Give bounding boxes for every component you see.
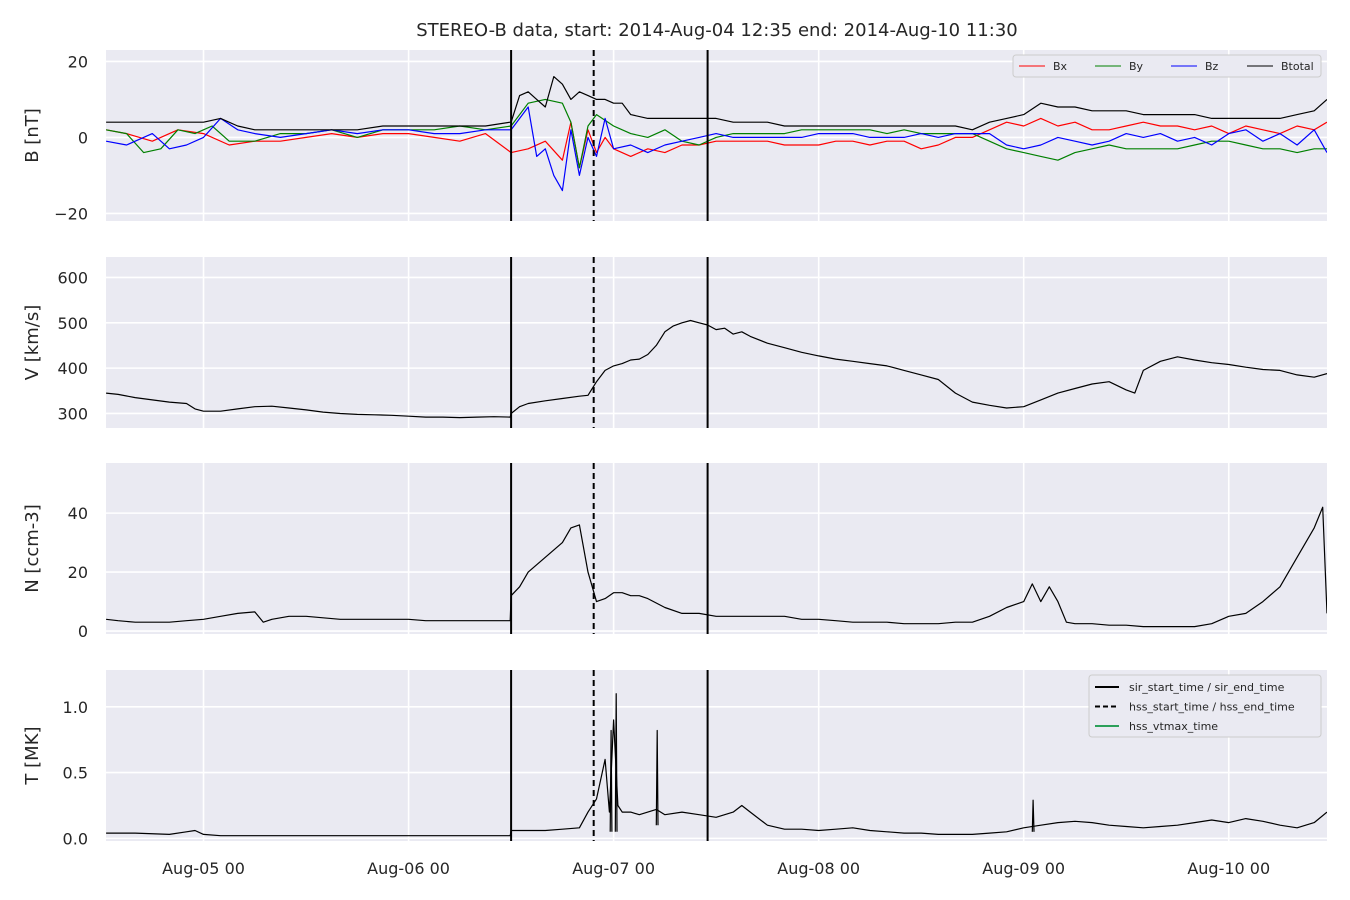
x-tick-label: Aug-09 00: [982, 859, 1065, 878]
panel-N: 0 20 40 N [ccm-3]: [22, 463, 1327, 641]
legend-t: sir_start_time / sir_end_time hss_start_t…: [1088, 674, 1322, 738]
panel-N-ytick-label: 20: [68, 563, 88, 582]
legend-b-frame: [1012, 54, 1322, 78]
legend-b-label-btotal: Btotal: [1281, 60, 1314, 73]
legend-t-label-0: sir_start_time / sir_end_time: [1129, 681, 1285, 694]
series-t-spike-3: [655, 729, 659, 826]
panel-V-ytick-label: 600: [57, 268, 88, 287]
panel-N-background: [106, 463, 1327, 634]
series-v: [106, 319, 1327, 419]
series-t-spike-1: [609, 729, 613, 832]
x-tick-label: Aug-08 00: [777, 859, 860, 878]
panel-T-ytick-label: 0.5: [63, 764, 88, 783]
legend-b: Bx By Bz Btotal: [1012, 54, 1322, 78]
x-tick-label: Aug-07 00: [572, 859, 655, 878]
panel-N-series-group: [106, 506, 1327, 628]
panel-B-ytick-label: −20: [54, 204, 88, 223]
panel-T-ytick-label: 0.0: [63, 829, 88, 848]
legend-t-label-1: hss_start_time / hss_end_time: [1129, 701, 1295, 714]
legend-b-label-by: By: [1129, 60, 1144, 73]
panel-B-ytick-label: 20: [68, 52, 88, 71]
panel-T-ytick-label: 1.0: [63, 698, 88, 717]
legend-b-label-bz: Bz: [1205, 60, 1219, 73]
panel-V: 300 400 500 600 V [km/s]: [22, 257, 1327, 428]
panel-V-background: [106, 257, 1327, 428]
panel-V-ytick-label: 400: [57, 359, 88, 378]
x-tick-label: Aug-10 00: [1187, 859, 1270, 878]
series-bx: [106, 117, 1327, 169]
panel-N-ylabel: N [ccm-3]: [22, 504, 43, 593]
panel-N-ytick-label: 0: [78, 622, 88, 641]
legend-t-frame: [1088, 674, 1322, 738]
series-t-spike-4: [1031, 799, 1035, 832]
panel-N-ytick-label: 40: [68, 504, 88, 523]
panel-T: 0.0 0.5 1.0 T [MK] sir_start_time / sir_end_…: [22, 670, 1327, 848]
panel-B-ylabel: B [nT]: [22, 108, 43, 163]
panel-B: −20 0 20 B [nT] Bx By Bz Btotal: [22, 50, 1327, 223]
legend-b-label-bx: Bx: [1053, 60, 1068, 73]
series-n: [106, 506, 1327, 628]
x-tick-label: Aug-05 00: [162, 859, 245, 878]
panel-V-ytick-label: 500: [57, 314, 88, 333]
x-tick-label: Aug-06 00: [367, 859, 450, 878]
legend-t-label-2: hss_vtmax_time: [1129, 720, 1218, 733]
panel-T-ylabel: T [MK]: [22, 726, 43, 785]
panel-V-ylabel: V [km/s]: [22, 305, 43, 380]
panel-B-ytick-label: 0: [78, 128, 88, 147]
panel-T-series-group: [106, 693, 1327, 837]
figure-title: STEREO-B data, start: 2014-Aug-04 12:35 …: [416, 20, 1017, 41]
series-by: [106, 98, 1327, 169]
series-t: [106, 719, 1327, 837]
series-t-spike-2: [614, 693, 618, 832]
x-axis-ticks: Aug-05 00 Aug-06 00 Aug-07 00 Aug-08 00 Aug-…: [162, 859, 1270, 878]
panel-B-background: [106, 50, 1327, 221]
panel-V-ytick-label: 300: [57, 404, 88, 423]
series-bz: [106, 106, 1327, 192]
panel-V-series-group: [106, 319, 1327, 419]
